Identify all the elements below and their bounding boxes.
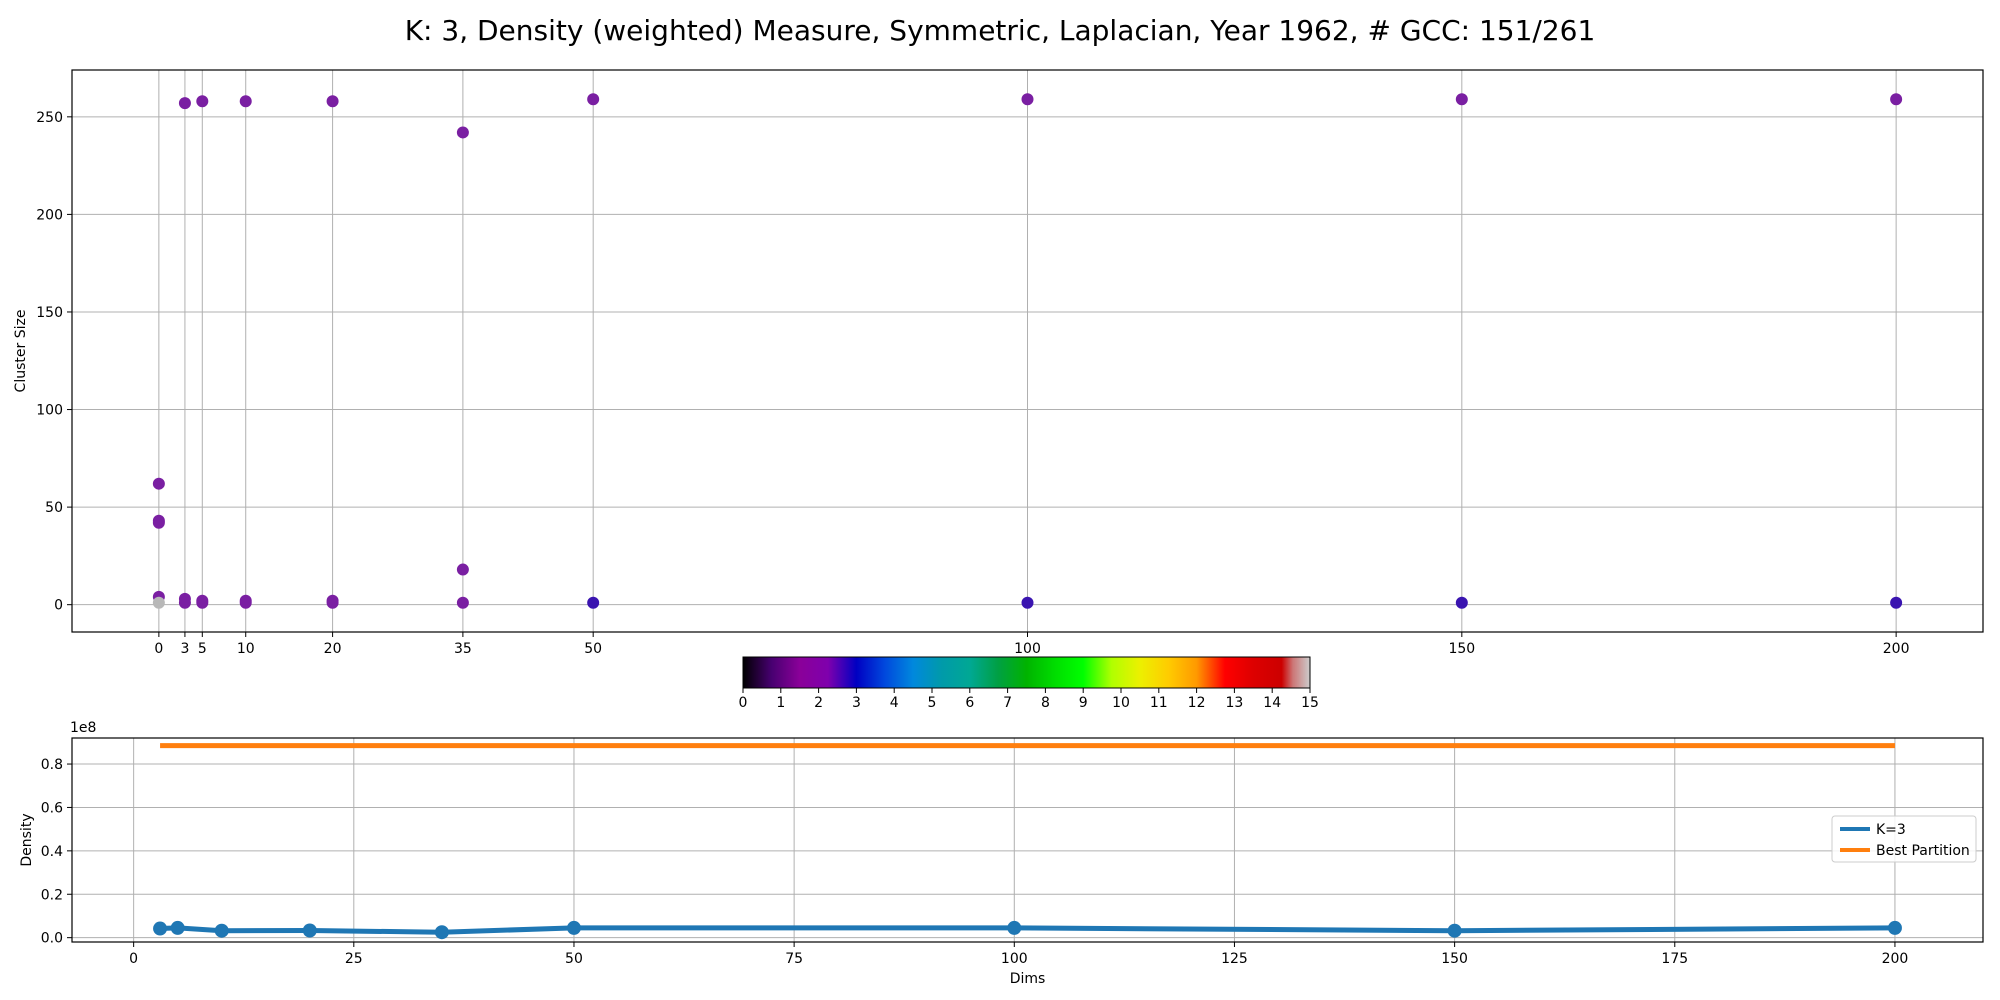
scatter-point [456,563,469,576]
colorbar-tick-label: 5 [928,695,937,711]
y-tick-label: 100 [36,403,63,419]
x-tick-label: 10 [237,641,255,657]
series-marker [434,925,449,940]
colorbar-tick-label: 2 [814,695,823,711]
series-marker [170,920,185,935]
colorbar-tick-label: 6 [965,695,974,711]
x-tick-label: 3 [180,641,189,657]
y-tick-label: 0 [54,598,63,614]
scatter-point [456,126,469,139]
x-tick-label: 35 [454,641,472,657]
series-marker [153,921,168,936]
y-tick-label: 200 [36,207,63,223]
scatter-point [152,477,165,490]
legend-label: Best Partition [1876,843,1970,859]
figure-title: K: 3, Density (weighted) Measure, Symmet… [404,14,1596,47]
scatter-point [1455,93,1468,106]
x-tick-label: 175 [1661,951,1688,967]
x-tick-label: 20 [324,641,342,657]
series-line [159,925,1895,935]
scatter-point [178,97,191,110]
scatter-point [239,596,252,609]
scatter-point [178,596,191,609]
legend-label: K=3 [1876,822,1906,838]
scatter-point [1455,596,1468,609]
y-axis-label: Cluster Size [13,310,29,393]
scatter-point [456,596,469,609]
scatter-point [326,95,339,108]
colorbar-tick-label: 11 [1150,695,1168,711]
colorbar-tick-label: 14 [1263,695,1281,711]
series-marker [1007,920,1022,935]
scatter-point [239,95,252,108]
y-tick-label: 0.8 [41,757,63,773]
x-tick-label: 75 [785,951,803,967]
y-tick-label: 0.4 [41,844,63,860]
y-axis-label: Density [19,813,35,866]
line-frame [71,737,1984,943]
x-axis-label: Dims [1010,971,1046,987]
scatter-point [1890,596,1903,609]
x-tick-label: 50 [565,951,583,967]
series-marker [1887,920,1902,935]
y-tick-label: 250 [36,110,63,126]
y-tick-label: 0.2 [41,887,63,903]
x-tick-label: 50 [584,641,602,657]
scatter-point [152,516,165,529]
scatter-point [1021,596,1034,609]
x-tick-label: 0 [154,641,163,657]
series-marker [1447,923,1462,938]
x-tick-label: 150 [1448,641,1475,657]
y-tick-label: 0.0 [41,931,63,947]
y-tick-label: 0.6 [41,800,63,816]
x-tick-label: 25 [345,951,363,967]
series-marker [566,920,581,935]
scatter-point [587,596,600,609]
x-tick-label: 100 [1001,951,1028,967]
x-tick-label: 150 [1441,951,1468,967]
x-tick-label: 200 [1882,951,1909,967]
x-tick-label: 0 [129,951,138,967]
series-marker [214,923,229,938]
scatter-point [1021,93,1034,106]
scatter-point [152,596,165,609]
colorbar-tick-label: 0 [739,695,748,711]
x-tick-label: 125 [1221,951,1248,967]
scatter-point [196,596,209,609]
scatter-point [326,596,339,609]
colorbar-tick-label: 7 [1003,695,1012,711]
colorbar-tick-label: 1 [776,695,785,711]
x-tick-label: 100 [1014,641,1041,657]
colorbar-tick-label: 12 [1188,695,1206,711]
colorbar-tick-label: 9 [1079,695,1088,711]
colorbar-tick-label: 4 [890,695,899,711]
scatter-point [587,93,600,106]
scatter-point [1890,93,1903,106]
colorbar-tick-label: 3 [852,695,861,711]
x-tick-label: 5 [198,641,207,657]
scatter-point [196,95,209,108]
colorbar-tick-label: 13 [1225,695,1243,711]
y-offset-label: 1e8 [70,720,96,736]
y-tick-label: 150 [36,305,63,321]
y-tick-label: 50 [45,500,63,516]
colorbar-tick-label: 10 [1112,695,1130,711]
x-tick-label: 200 [1883,641,1910,657]
colorbar-gradient [742,656,1311,689]
series-marker [302,923,317,938]
colorbar-tick-label: 8 [1041,695,1050,711]
colorbar-tick-label: 15 [1301,695,1319,711]
